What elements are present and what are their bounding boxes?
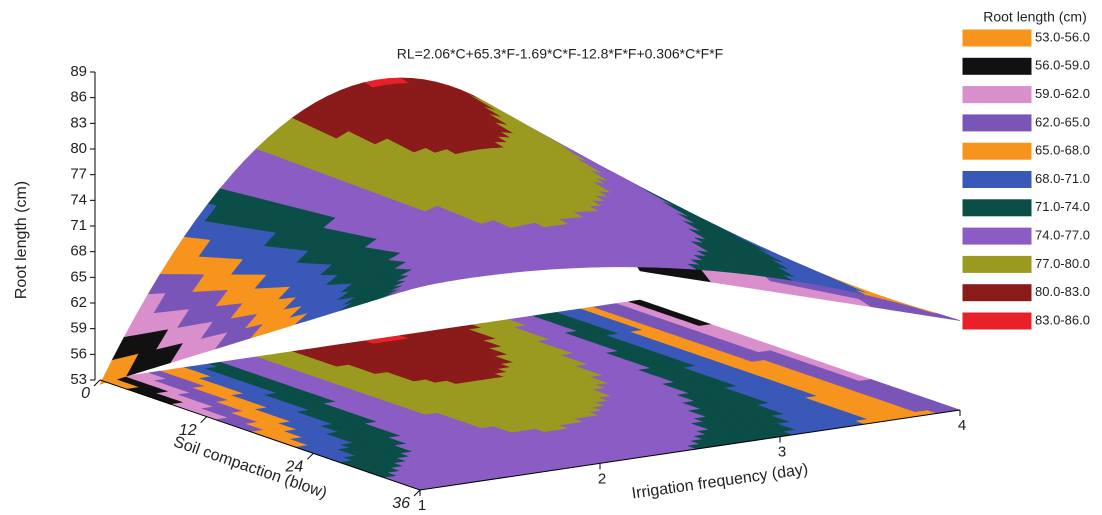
x-tick-label: 12 <box>179 422 197 439</box>
x-tick-label: 0 <box>81 385 90 402</box>
y-tick-label: 1 <box>418 497 426 510</box>
z-tick-label: 68 <box>70 243 87 260</box>
z-tick-label: 62 <box>70 294 87 311</box>
z-tick-label: 80 <box>70 140 87 157</box>
legend-label: 68.0-71.0 <box>1035 171 1090 186</box>
legend-swatch <box>961 56 1033 76</box>
z-tick-label: 53 <box>70 371 87 388</box>
surface <box>99 77 961 385</box>
surface-patch <box>411 283 433 290</box>
z-tick-label: 77 <box>70 166 87 183</box>
y-axis-label: Irrigation frequency (day) <box>631 461 809 503</box>
x-tick-label: 24 <box>285 459 304 476</box>
legend-label: 71.0-74.0 <box>1035 199 1090 214</box>
legend-swatch <box>961 283 1033 303</box>
z-axis-label: Root length (cm) <box>13 181 30 299</box>
legend-label: 62.0-65.0 <box>1035 114 1090 129</box>
legend-title: Root length (cm) <box>983 9 1086 25</box>
z-tick-label: 59 <box>70 320 87 337</box>
x-tick <box>200 416 208 424</box>
z-tick-label: 83 <box>70 114 87 131</box>
z-tick-label: 56 <box>70 345 87 362</box>
legend-label: 56.0-59.0 <box>1035 58 1090 73</box>
legend-swatch <box>961 85 1033 105</box>
legend-label: 65.0-68.0 <box>1035 143 1090 158</box>
z-tick-label: 74 <box>70 191 87 208</box>
legend-label: 74.0-77.0 <box>1035 228 1090 243</box>
z-tick-label: 65 <box>70 268 87 285</box>
legend-swatch <box>961 254 1033 274</box>
legend-label: 77.0-80.0 <box>1035 256 1090 271</box>
x-tick <box>306 452 314 460</box>
legend-swatch <box>961 170 1033 189</box>
x-tick-label: 36 <box>392 495 410 510</box>
legend-swatch <box>961 226 1033 246</box>
x-tick <box>413 489 421 497</box>
floor <box>99 299 961 491</box>
legend-swatch <box>961 28 1033 48</box>
z-tick-label: 89 <box>70 63 87 80</box>
y-tick-label: 4 <box>958 417 966 434</box>
legend-label: 53.0-56.0 <box>1035 29 1090 44</box>
legend-label: 83.0-86.0 <box>1035 312 1090 327</box>
legend-swatch <box>961 141 1033 161</box>
legend-label: 80.0-83.0 <box>1035 284 1090 299</box>
legend-swatch <box>961 198 1033 218</box>
x-tick <box>93 379 101 387</box>
z-tick-label: 71 <box>70 217 87 234</box>
legend-label: 59.0-62.0 <box>1035 86 1090 101</box>
legend-swatch <box>961 311 1033 331</box>
legend-swatch <box>961 113 1033 133</box>
y-tick-label: 2 <box>598 470 606 487</box>
chart-title: RL=2.06*C+65.3*F-1.69*C*F-12.8*F*F+0.306… <box>397 46 723 62</box>
y-tick-label: 3 <box>778 444 786 461</box>
z-tick-label: 86 <box>70 89 87 106</box>
